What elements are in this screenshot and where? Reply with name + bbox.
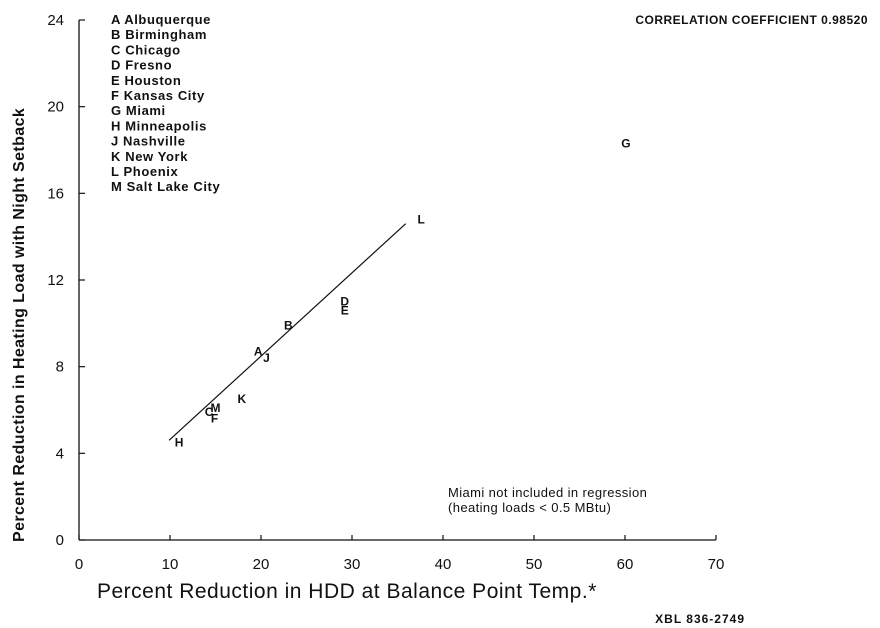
y-tick-label: 16 [47, 185, 64, 202]
regression-line-group [168, 223, 407, 441]
x-axis-label: Percent Reduction in HDD at Balance Poin… [97, 580, 597, 603]
data-point-l: L [417, 212, 424, 226]
x-tick-label: 40 [435, 556, 452, 573]
figure-code: XBL 836-2749 [655, 612, 745, 626]
note-line-2: (heating loads < 0.5 MBtu) [448, 500, 611, 515]
data-point-h: H [175, 436, 184, 450]
legend-entry: D Fresno [111, 58, 172, 73]
y-tick-label: 0 [56, 532, 64, 549]
x-tick-label: 30 [344, 556, 361, 573]
legend-entry: B Birmingham [111, 27, 207, 42]
x-tick-label: 20 [253, 556, 270, 573]
data-point-m: M [211, 401, 221, 415]
x-tick-label: 50 [526, 556, 543, 573]
data-point-c: C [205, 405, 214, 419]
x-tick-label: 60 [617, 556, 634, 573]
correlation-coefficient: CORRELATION COEFFICIENT 0.98520 [635, 13, 868, 27]
legend-entry: C Chicago [111, 42, 181, 57]
y-tick-label: 4 [56, 445, 64, 462]
y-axis-label: Percent Reduction in Heating Load with N… [11, 108, 28, 542]
data-point-b: B [284, 319, 293, 333]
legend-entry: A Albuquerque [111, 12, 211, 27]
x-tick-label: 70 [708, 556, 725, 573]
y-tick-label: 8 [56, 359, 64, 376]
data-points: A B C DE F G H J K L M [175, 137, 631, 450]
legend-entry: G Miami [111, 103, 166, 118]
legend-entry: H Minneapolis [111, 118, 207, 133]
data-point-a: A [254, 345, 263, 359]
legend-entry: K New York [111, 149, 188, 164]
data-point-f: F [211, 412, 218, 426]
legend-entry: J Nashville [111, 134, 186, 149]
x-tick-label: 0 [75, 556, 83, 573]
tick-labels: 0 10 20 30 40 50 60 70 0 4 8 12 16 20 24 [47, 12, 724, 573]
data-point-k: K [238, 392, 247, 406]
data-point-g: G [621, 137, 630, 151]
legend-entry: F Kansas City [111, 88, 205, 103]
data-point-d: D [340, 295, 349, 309]
legend-entry: L Phoenix [111, 164, 178, 179]
legend-entry: M Salt Lake City [111, 179, 220, 194]
data-point-e: E [341, 303, 349, 317]
axes [78, 19, 717, 541]
y-tick-label: 20 [47, 99, 64, 116]
note-line-1: Miami not included in regression [448, 485, 647, 500]
legend-entry: E Houston [111, 73, 181, 88]
data-point-j: J [263, 351, 270, 365]
y-tick-label: 24 [47, 12, 64, 29]
regression-line [168, 223, 407, 441]
x-tick-label: 10 [162, 556, 179, 573]
y-tick-label: 12 [47, 272, 64, 289]
